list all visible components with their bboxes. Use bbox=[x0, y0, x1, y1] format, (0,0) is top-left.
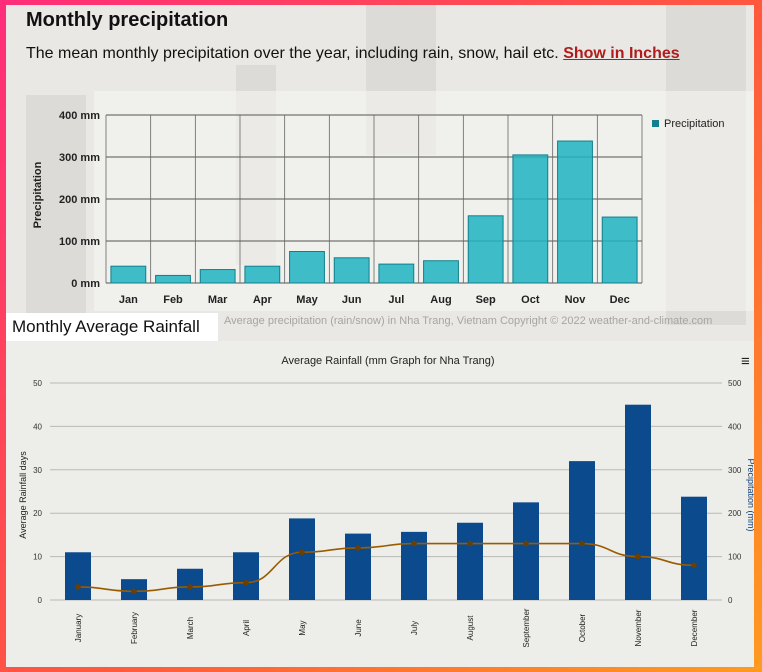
chart2-x-tick: March bbox=[186, 617, 195, 639]
chart2-x-tick: November bbox=[634, 609, 643, 646]
chart1-bar bbox=[155, 274, 191, 284]
chart2-line-point bbox=[243, 579, 249, 586]
section2-title: Monthly Average Rainfall bbox=[6, 313, 218, 341]
chart2-bar bbox=[569, 461, 595, 600]
chart2-bar bbox=[513, 502, 539, 600]
legend-swatch bbox=[652, 120, 659, 127]
average-rainfall-chart: Average Rainfall (mm Graph for Nha Trang… bbox=[18, 355, 754, 648]
subtitle-text: The mean monthly precipitation over the … bbox=[26, 45, 559, 62]
chart2-bar bbox=[625, 404, 651, 600]
chart2-line-point bbox=[131, 588, 137, 595]
legend-label: Precipitation bbox=[664, 118, 725, 130]
chart2-line-point bbox=[411, 540, 417, 547]
section1-subtitle: The mean monthly precipitation over the … bbox=[26, 45, 680, 63]
chart2-line-point bbox=[355, 545, 361, 551]
chart1-y-tick: 0 mm bbox=[71, 278, 100, 290]
rainfall-days-line bbox=[77, 542, 695, 593]
chart1-legend: Precipitation bbox=[652, 118, 725, 130]
precipitation-chart: 0 mm 100 mm 200 mm 300 mm 400 mm Jan Feb Mar Ap… bbox=[32, 91, 754, 311]
hamburger-menu-icon[interactable]: ≡ bbox=[741, 353, 750, 370]
page-frame: Monthly precipitation The mean monthly p… bbox=[6, 5, 754, 667]
chart1-bar bbox=[378, 263, 415, 284]
chart1-bar bbox=[199, 269, 236, 284]
chart2-x-tick: February bbox=[130, 612, 139, 644]
show-in-inches-link[interactable]: Show in Inches bbox=[563, 45, 680, 62]
chart1-x-tick: Jun bbox=[342, 294, 362, 306]
chart2-title: Average Rainfall (mm Graph for Nha Trang… bbox=[281, 355, 494, 367]
chart1-x-tick: Mar bbox=[208, 294, 228, 306]
chart1-bar bbox=[557, 140, 593, 284]
chart1-x-tick: Jul bbox=[388, 294, 404, 306]
chart2-bar bbox=[345, 533, 371, 600]
chart2-bar bbox=[233, 552, 259, 600]
chart1-bar bbox=[244, 265, 281, 284]
chart2-bar bbox=[289, 518, 315, 600]
chart2-right-tick: 500 bbox=[728, 379, 742, 388]
chart2-line-point bbox=[579, 540, 585, 547]
chart1-x-tick: Aug bbox=[430, 294, 451, 306]
chart2-line-point bbox=[467, 540, 473, 547]
chart1-y-tick: 100 mm bbox=[59, 236, 100, 248]
chart1-x-tick: Nov bbox=[565, 294, 587, 306]
chart2-bar bbox=[65, 552, 91, 600]
chart2-x-tick: January bbox=[74, 614, 83, 642]
chart2-line-point bbox=[75, 584, 81, 590]
chart2-left-tick: 30 bbox=[33, 466, 42, 475]
chart1-y-tick: 300 mm bbox=[59, 152, 100, 164]
copyright-text: Average precipitation (rain/snow) in Nha… bbox=[224, 315, 713, 327]
chart2-x-tick: August bbox=[466, 615, 475, 641]
chart2-left-tick: 40 bbox=[33, 422, 42, 431]
chart2-right-tick: 100 bbox=[728, 553, 742, 562]
chart2-right-tick: 300 bbox=[728, 466, 742, 475]
chart1-y-tick: 400 mm bbox=[59, 110, 100, 122]
chart1-x-tick: May bbox=[296, 294, 318, 306]
chart1-bar bbox=[110, 265, 147, 284]
chart2-bar bbox=[681, 496, 707, 600]
chart2-line-point bbox=[187, 584, 193, 590]
chart2-bar bbox=[457, 522, 483, 600]
chart1-bar bbox=[512, 154, 549, 284]
chart1-x-tick: Apr bbox=[253, 294, 273, 306]
chart1-x-tick: Sep bbox=[476, 294, 496, 306]
chart2-left-tick: 0 bbox=[38, 596, 43, 605]
section1-title: Monthly precipitation bbox=[26, 9, 229, 31]
chart2-x-tick: May bbox=[298, 620, 307, 635]
chart2-line-point bbox=[299, 549, 305, 556]
background-building bbox=[26, 95, 86, 315]
chart2-x-tick: June bbox=[354, 619, 363, 637]
chart1-bar bbox=[601, 216, 638, 284]
chart2-left-axis-label: Average Rainfall days bbox=[18, 451, 28, 539]
chart1-y-tick: 200 mm bbox=[59, 194, 100, 206]
chart2-line-point bbox=[523, 540, 529, 547]
chart1-x-tick: Feb bbox=[163, 294, 183, 306]
chart2-right-axis-label: Precipitation (mm) bbox=[746, 458, 754, 531]
chart1-bar bbox=[289, 251, 325, 284]
chart1-bar bbox=[333, 257, 370, 284]
chart2-left-tick: 10 bbox=[33, 553, 42, 562]
chart2-right-tick: 400 bbox=[728, 422, 742, 431]
chart2-x-tick: July bbox=[410, 621, 419, 635]
chart1-x-tick: Dec bbox=[610, 294, 630, 306]
chart2-line-point bbox=[691, 562, 697, 569]
chart1-x-tick: Oct bbox=[521, 294, 540, 306]
chart2-x-tick: October bbox=[578, 613, 587, 642]
chart2-x-tick: December bbox=[690, 609, 699, 646]
chart1-bar bbox=[423, 260, 459, 284]
chart2-right-tick: 200 bbox=[728, 509, 742, 518]
chart2-right-tick: 0 bbox=[728, 596, 733, 605]
chart1-x-tick: Jan bbox=[119, 294, 138, 306]
chart2-x-tick: April bbox=[242, 620, 251, 636]
chart2-left-tick: 20 bbox=[33, 509, 42, 518]
chart2-left-tick: 50 bbox=[33, 379, 42, 388]
chart2-x-tick: September bbox=[522, 608, 531, 647]
chart1-y-axis-label: Precipitation bbox=[32, 161, 44, 228]
chart1-bar bbox=[467, 215, 504, 284]
chart2-line-point bbox=[635, 553, 641, 560]
